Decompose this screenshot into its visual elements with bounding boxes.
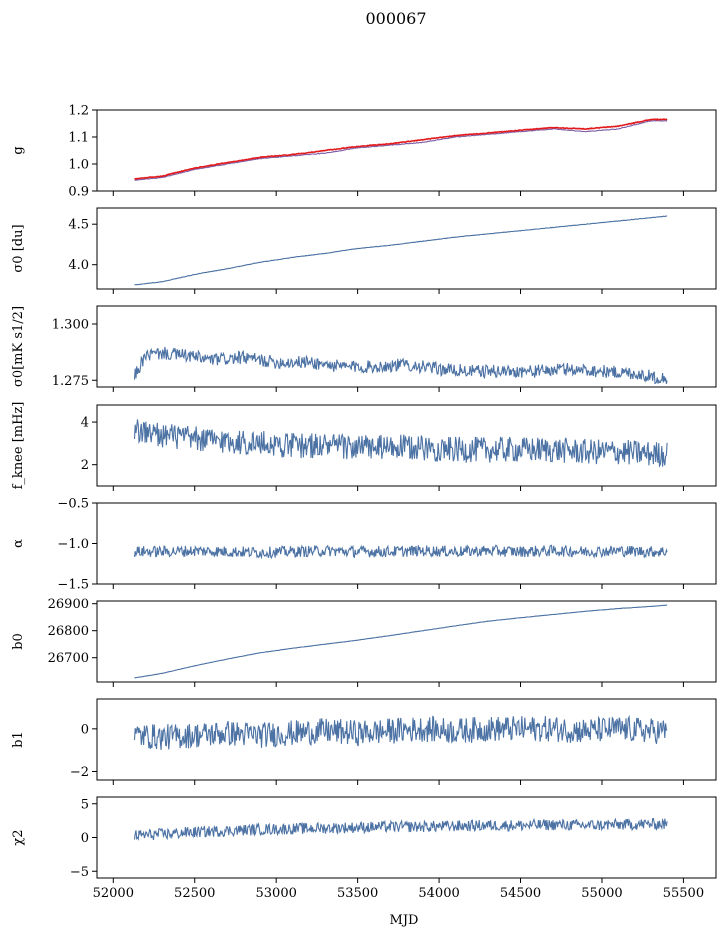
y-axis-label: g [11, 146, 26, 154]
panel-8: −5 0 5 52000 52500 53000 53500 54000 54500 55000 5… [11, 796, 717, 901]
panel-1: 0.9 1.0 1.1 1.2 g [11, 104, 717, 200]
x-axis-label: MJD [390, 913, 419, 928]
y-tick-label: 1.275 [52, 374, 89, 389]
y-tick-label: 26800 [48, 624, 89, 639]
axes-frame [96, 404, 717, 487]
panels: 0.9 1.0 1.1 1.2 g 4.0 4.5 σ0 [du] 1.275 1.300 σ0[m… [11, 104, 717, 901]
y-tick-label: 5 [81, 797, 89, 812]
panel-6: 26700 26800 26900 b0 [11, 597, 717, 687]
y-tick-label: 26700 [48, 651, 89, 666]
x-tick-label: 52000 [93, 886, 134, 901]
y-tick-label: 0.9 [68, 185, 89, 200]
y-tick-label: 4.5 [68, 218, 89, 233]
y-tick-label: 1.0 [68, 158, 89, 173]
axes-frame [96, 698, 717, 781]
y-axis-label: χ2 [11, 829, 26, 845]
axes-frame [96, 109, 717, 192]
series-line [133, 817, 668, 841]
axes-frame [96, 207, 717, 290]
y-tick-label: 0 [81, 722, 89, 737]
y-axis-label: σ0[mK s1/2] [11, 306, 26, 387]
panel-3: 1.275 1.300 σ0[mK s1/2] [11, 305, 717, 392]
axes-frame [96, 502, 717, 585]
x-tick-label: 53000 [256, 886, 297, 901]
series-line [134, 604, 668, 679]
axes-frame [96, 305, 717, 388]
series-line [133, 544, 668, 560]
series-line [134, 215, 668, 286]
y-tick-label: −2 [70, 765, 89, 780]
y-tick-label: −0.5 [57, 497, 89, 512]
y-tick-label: 1.2 [68, 104, 89, 119]
series-line [133, 419, 668, 468]
y-tick-label: 0 [81, 831, 89, 846]
y-axis-label: b1 [11, 731, 26, 748]
figure-title: 000067 [365, 9, 426, 28]
panel-7: −2 0 b1 [11, 698, 717, 785]
y-tick-label: −5 [70, 865, 89, 880]
x-tick-label: 55000 [581, 886, 622, 901]
y-tick-label: 4.0 [68, 258, 89, 273]
y-axis-label: α [11, 539, 26, 548]
panel-2: 4.0 4.5 σ0 [du] [11, 207, 717, 294]
series-line [133, 346, 668, 385]
series-line [134, 119, 668, 181]
x-tick-label: 55500 [663, 886, 704, 901]
axes-frame [96, 796, 717, 879]
x-tick-label: 52500 [174, 886, 215, 901]
y-axis-label: σ0 [du] [11, 224, 26, 272]
series-line [134, 118, 668, 180]
y-tick-label: 26900 [48, 597, 89, 612]
y-tick-label: −1.5 [57, 578, 89, 593]
y-tick-label: 1.1 [68, 131, 89, 146]
panel-4: 2 4 f_knee [mHz] [11, 402, 717, 491]
x-tick-label: 54500 [500, 886, 541, 901]
y-tick-label: 4 [81, 416, 89, 431]
y-tick-label: 2 [81, 458, 89, 473]
y-tick-label: −1.0 [57, 537, 89, 552]
axes-frame [96, 600, 717, 683]
series-line [133, 714, 668, 750]
y-tick-label: 1.300 [52, 318, 89, 333]
x-tick-label: 53500 [337, 886, 378, 901]
panel-5: −1.5 −1.0 −0.5 α [11, 497, 717, 593]
y-axis-label: f_knee [mHz] [11, 402, 26, 490]
y-axis-label: b0 [11, 633, 26, 650]
x-tick-label: 54000 [418, 886, 459, 901]
